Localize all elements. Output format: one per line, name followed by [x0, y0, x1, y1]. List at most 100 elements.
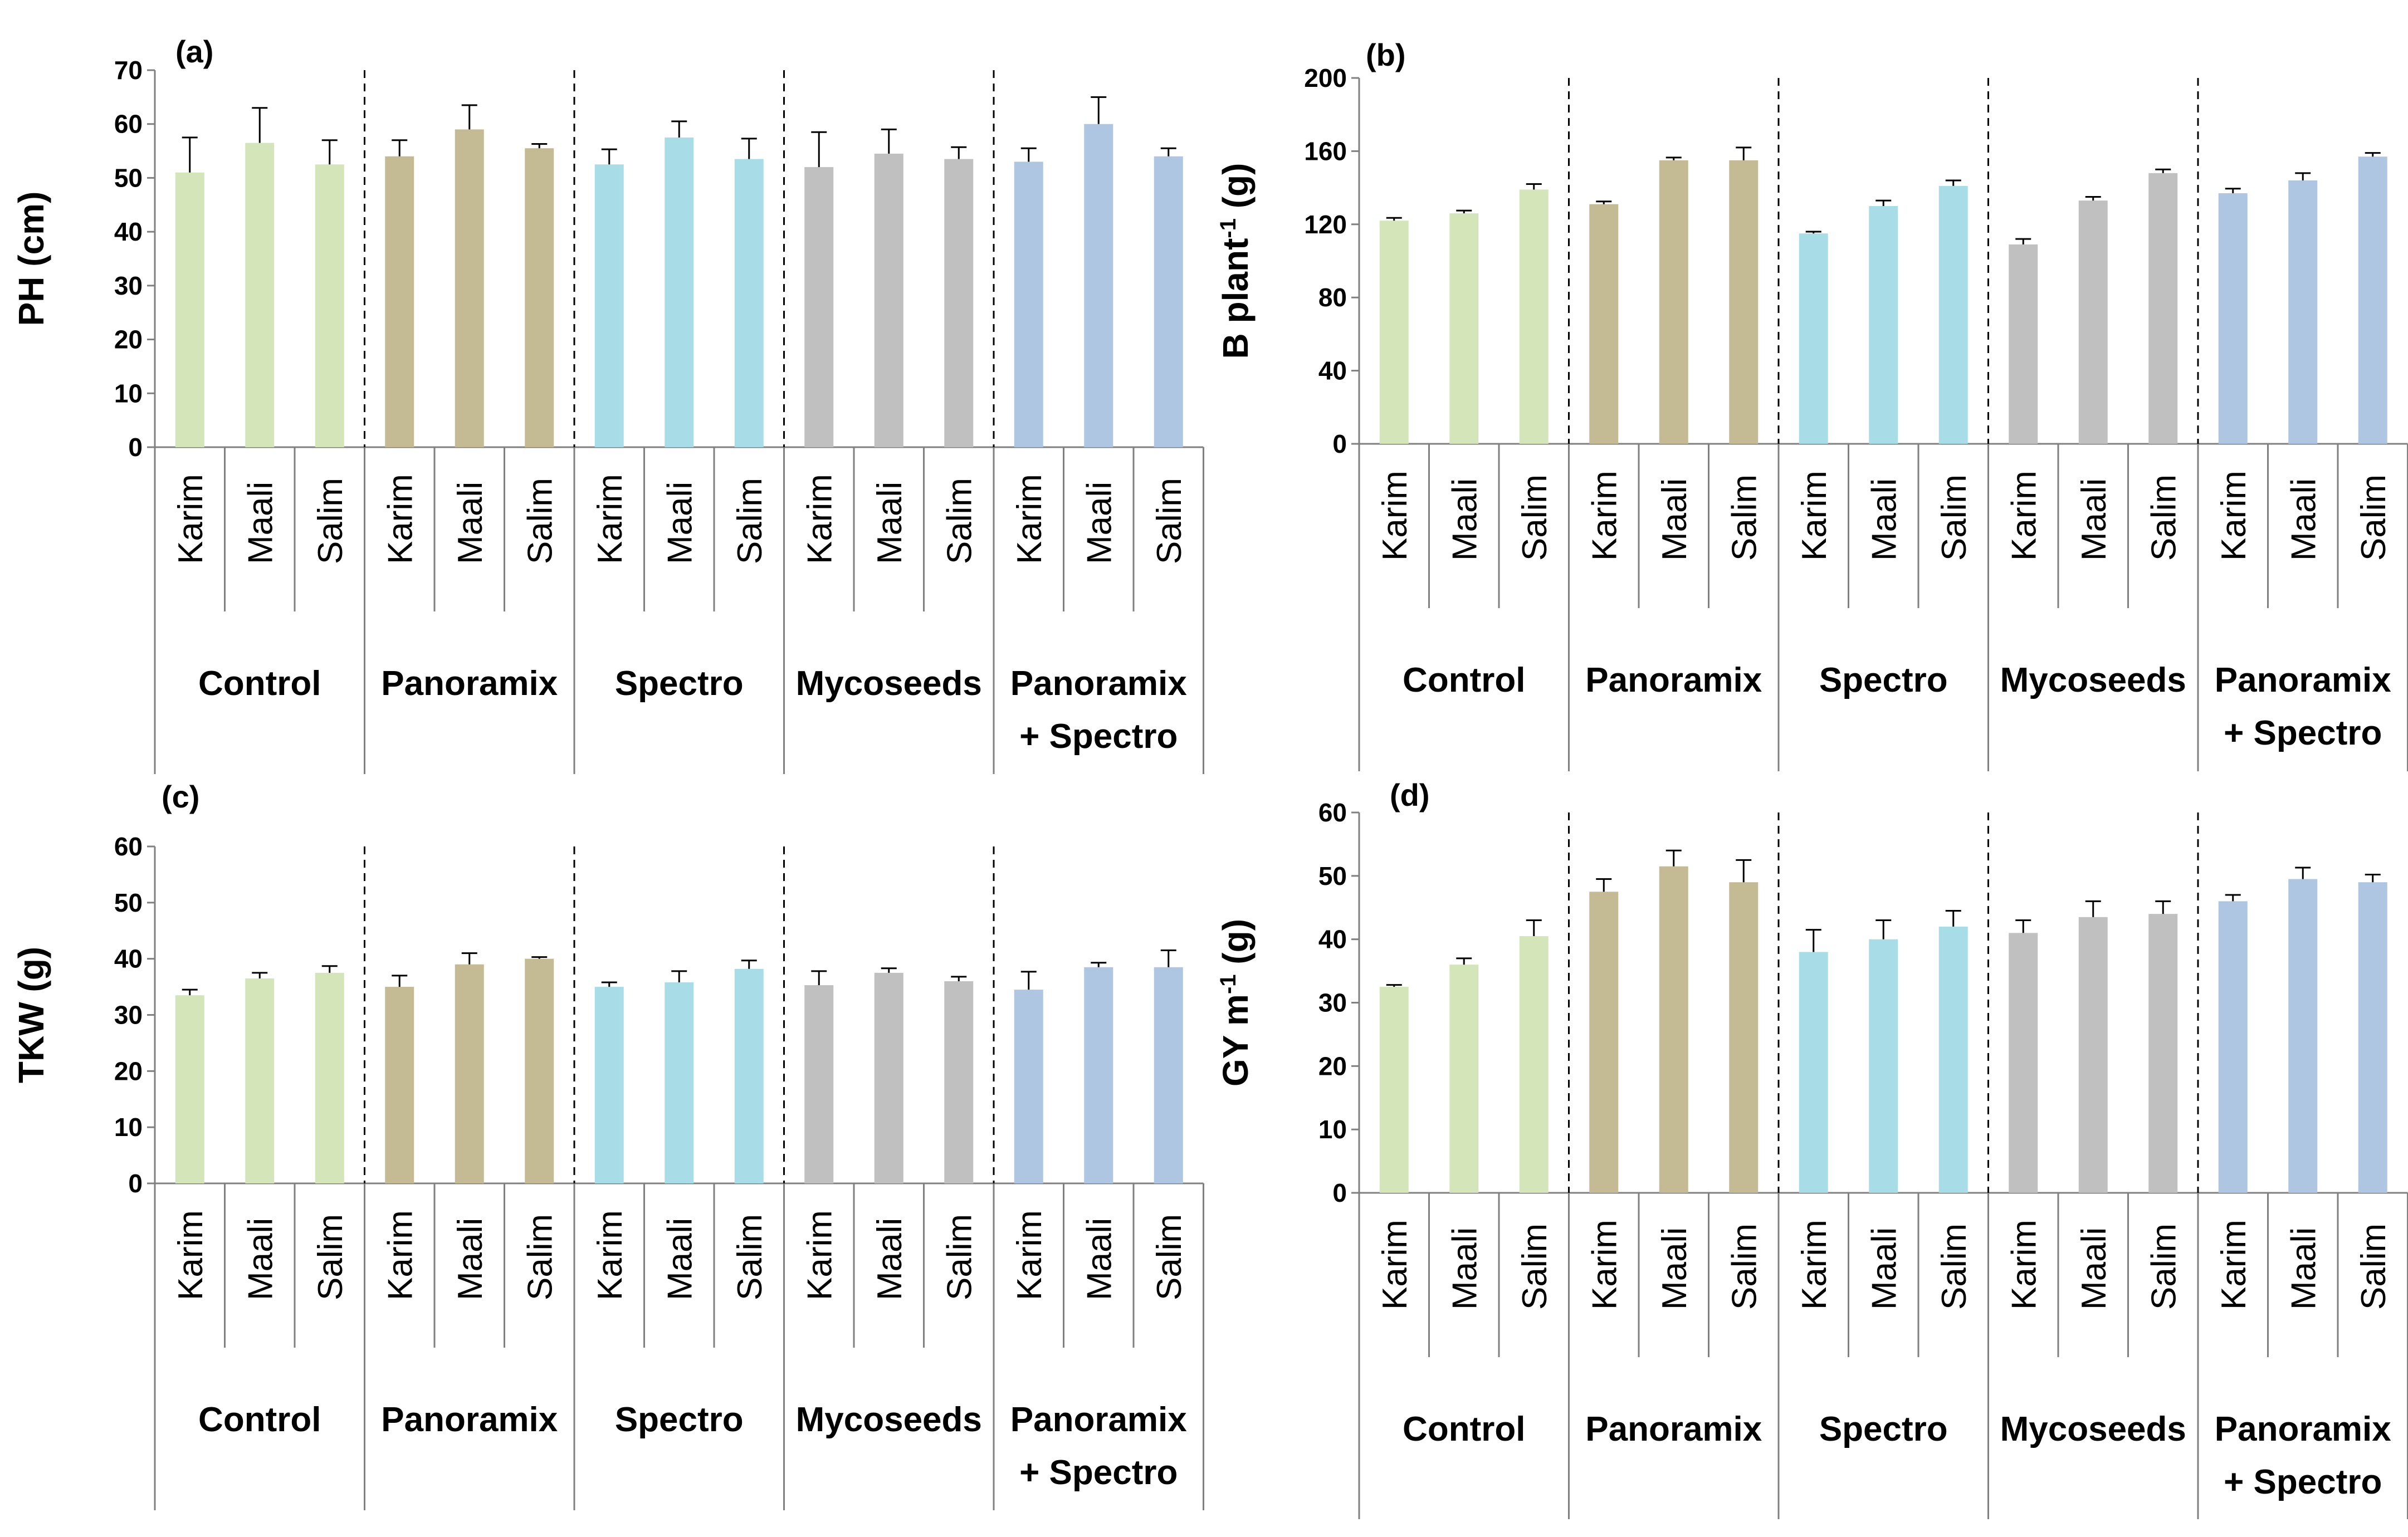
y-tick-label: 40 — [1318, 356, 1347, 385]
x-tick-label: Maali — [241, 1218, 280, 1300]
panel-label: (c) — [162, 779, 199, 814]
x-tick-label: Maali — [451, 1218, 490, 1300]
group-label: + Spectro — [1019, 1453, 1178, 1492]
bar — [1659, 160, 1688, 444]
bar — [804, 985, 834, 1183]
y-tick-label: 60 — [114, 832, 143, 861]
x-tick-label: Salim — [2145, 1223, 2183, 1310]
bar — [1449, 213, 1479, 444]
bar — [315, 164, 344, 447]
y-tick-label: 10 — [114, 379, 143, 408]
x-tick-label: Karim — [591, 1210, 629, 1300]
panel-label: (d) — [1390, 777, 1430, 812]
bar — [2078, 917, 2108, 1193]
x-tick-label: Maali — [2284, 1227, 2323, 1310]
bar — [1659, 866, 1688, 1193]
x-tick-label: Karim — [800, 1210, 839, 1300]
y-axis-label: B plant-1 (g) — [1215, 163, 1256, 359]
group-label: Mycoseeds — [796, 1401, 982, 1439]
bar — [1799, 952, 1828, 1193]
x-tick-label: Karim — [1010, 474, 1049, 564]
x-tick-label: Salim — [1516, 1223, 1554, 1310]
x-tick-label: Maali — [661, 1218, 699, 1300]
x-tick-label: Maali — [2075, 478, 2113, 561]
group-label: Spectro — [615, 664, 744, 703]
y-tick-label: 50 — [114, 888, 143, 917]
y-tick-label: 70 — [114, 56, 143, 85]
bar — [1589, 892, 1619, 1193]
x-tick-label: Karim — [1795, 471, 1834, 561]
bar — [1379, 987, 1409, 1193]
bar — [594, 164, 624, 447]
chart-panel-a: (a) PH (cm) 0 10 20 30 40 50 60 70 Karim Maali Salim… — [11, 34, 1204, 774]
x-tick-label: Karim — [2005, 471, 2043, 561]
x-tick-label: Maali — [451, 482, 490, 564]
x-tick-label: Karim — [591, 474, 629, 564]
x-tick-label: Karim — [1585, 1220, 1624, 1310]
bar — [1589, 204, 1619, 444]
group-label: Control — [198, 1401, 321, 1439]
x-tick-label: Maali — [1445, 478, 1484, 561]
x-tick-label: Maali — [1080, 1218, 1118, 1300]
bar — [525, 148, 554, 447]
bar — [1154, 156, 1183, 447]
y-axis-label-text: GY m — [1215, 994, 1256, 1086]
group-label: Mycoseeds — [796, 664, 982, 703]
x-tick-label: Salim — [1150, 1214, 1189, 1300]
bar — [1449, 965, 1479, 1193]
y-tick-label: 40 — [114, 217, 143, 246]
x-tick-label: Maali — [871, 1218, 909, 1300]
bar — [1084, 124, 1113, 447]
y-axis-label-unit: (g) — [1215, 163, 1256, 219]
group-label: Spectro — [615, 1401, 744, 1439]
group-label: Control — [1403, 1410, 1525, 1448]
bar — [2148, 173, 2178, 444]
panel-label: (b) — [1366, 37, 1406, 72]
bar — [1084, 967, 1113, 1183]
group-label: Panoramix — [2215, 1410, 2392, 1448]
y-tick-label: 30 — [1318, 988, 1347, 1017]
y-axis-label: TKW (g) — [11, 947, 51, 1083]
x-tick-label: Karim — [1010, 1210, 1049, 1300]
bar — [2288, 879, 2318, 1193]
bar — [1154, 967, 1183, 1183]
x-tick-label: Karim — [381, 1210, 419, 1300]
y-axis-label-text: B plant — [1215, 238, 1256, 359]
bar — [2148, 914, 2178, 1193]
x-tick-label: Salim — [2355, 474, 2393, 561]
bar — [455, 964, 484, 1183]
x-tick-label: Salim — [1935, 474, 1974, 561]
x-tick-label: Salim — [940, 1214, 979, 1300]
y-axis-label-superscript: -1 — [1216, 974, 1240, 994]
bar — [1014, 161, 1043, 447]
bar — [1869, 205, 1898, 444]
bar — [2009, 933, 2038, 1193]
bar — [1729, 160, 1759, 444]
group-label: Spectro — [1819, 1410, 1948, 1448]
y-axis-label-text: PH (cm) — [11, 192, 51, 326]
y-axis-label-text: TKW (g) — [11, 947, 51, 1083]
bar — [1519, 189, 1549, 444]
bar — [385, 156, 414, 447]
x-tick-label: Maali — [1445, 1227, 1484, 1310]
x-tick-label: Maali — [1080, 482, 1118, 564]
x-tick-label: Salim — [1516, 474, 1554, 561]
bar — [734, 159, 764, 447]
bar — [665, 137, 694, 448]
x-tick-label: Maali — [1655, 1227, 1694, 1310]
bar — [1014, 990, 1043, 1183]
x-tick-label: Karim — [2215, 1220, 2253, 1310]
x-tick-label: Salim — [311, 1214, 350, 1300]
bar — [1869, 939, 1898, 1193]
x-tick-label: Karim — [1376, 471, 1414, 561]
chart-panel-c: (c) TKW (g) 0 10 20 30 40 50 60 Karim Maali Salim Co… — [11, 779, 1204, 1510]
group-label: Mycoseeds — [2000, 661, 2186, 699]
group-label: Control — [198, 664, 321, 703]
x-tick-label: Salim — [311, 478, 350, 564]
y-tick-label: 80 — [1318, 283, 1347, 312]
x-tick-label: Maali — [1655, 478, 1694, 561]
x-tick-label: Karim — [381, 474, 419, 564]
y-axis-label: GY m-1 (g) — [1215, 919, 1256, 1086]
x-tick-label: Maali — [871, 482, 909, 564]
group-label: Panoramix — [1010, 1401, 1188, 1439]
